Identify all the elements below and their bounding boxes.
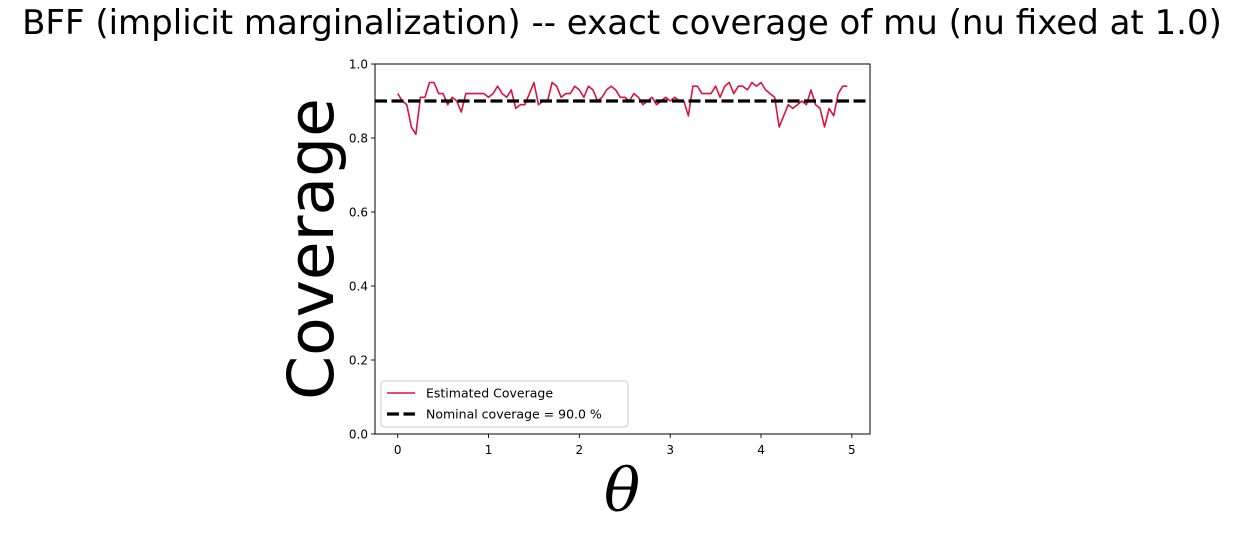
legend-label-estimated-coverage: Estimated Coverage bbox=[426, 386, 553, 401]
plot-frame bbox=[374, 63, 871, 435]
plot-area bbox=[375, 64, 870, 434]
x-axis-label: θ bbox=[604, 456, 640, 526]
x-tick-label: 0 bbox=[394, 443, 402, 457]
x-tick-label: 2 bbox=[576, 443, 584, 457]
x-tick-label: 1 bbox=[485, 443, 493, 457]
y-tick-label: 1.0 bbox=[349, 58, 368, 72]
x-tick-label: 5 bbox=[848, 443, 856, 457]
y-tick-label: 0.4 bbox=[349, 280, 368, 294]
legend-box bbox=[380, 380, 629, 428]
legend: Estimated Coverage Nominal coverage = 90… bbox=[380, 380, 629, 428]
legend-label-nominal-coverage: Nominal coverage = 90.0 % bbox=[426, 407, 602, 422]
x-axis-ticks: 0 1 2 3 4 5 bbox=[394, 434, 856, 457]
chart-title: BFF (implicit marginalization) -- exact … bbox=[22, 3, 1222, 43]
x-tick-label: 3 bbox=[666, 443, 674, 457]
y-tick-label: 0.0 bbox=[349, 428, 368, 442]
y-tick-label: 0.8 bbox=[349, 132, 368, 146]
y-axis-label: Coverage bbox=[275, 98, 348, 400]
y-tick-label: 0.2 bbox=[349, 354, 368, 368]
y-tick-label: 0.6 bbox=[349, 206, 368, 220]
series-estimated-coverage-line bbox=[397, 81, 848, 136]
y-axis-ticks: 0.0 0.2 0.4 0.6 0.8 1.0 bbox=[349, 58, 375, 442]
x-tick-label: 4 bbox=[757, 443, 765, 457]
